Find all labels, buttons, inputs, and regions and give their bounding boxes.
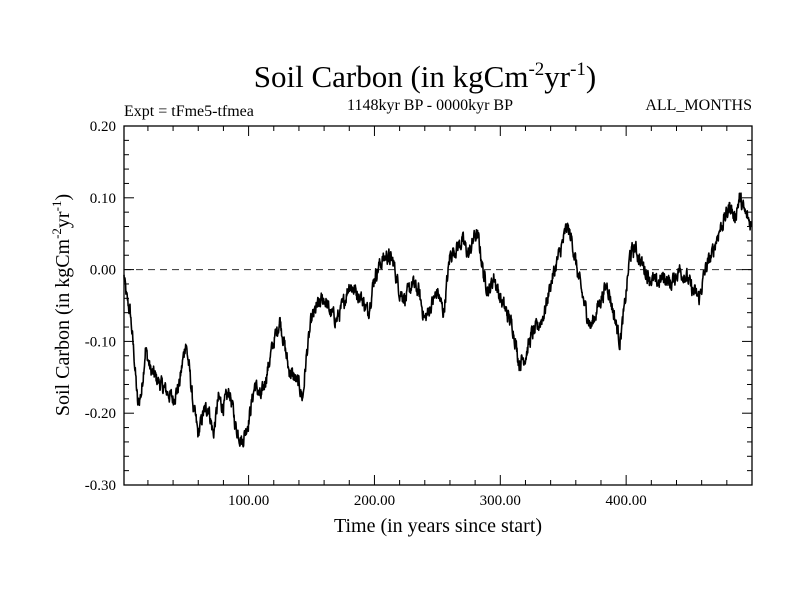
y-tick-label: -0.30 [85,478,116,494]
x-tick-label: 200.00 [354,493,395,509]
chart-title-prefix: Soil Carbon (in kgCm [254,59,529,94]
x-tick-label: 400.00 [606,493,647,509]
y-tick-label: -0.20 [85,406,116,422]
y-label-prefix: Soil Carbon (in kgCm [52,238,74,416]
y-label-suffix: ) [52,194,74,201]
x-axis-ticks: 100.00 200.00 300.00 400.00 [147,126,753,509]
chart-title-suffix: ) [586,59,596,94]
soil-carbon-series-line [123,192,753,448]
y-tick-label: 0.20 [90,119,116,135]
y-label-mid: yr [52,211,74,228]
center-subtitle: 1148kyr BP - 0000kyr BP [347,97,513,114]
x-axis-label: Time (in years since start) [334,515,542,537]
plot-frame [123,125,753,486]
chart-title: Soil Carbon (in kgCm-2yr-1) [254,59,597,94]
chart-title-sup1: -2 [528,59,544,80]
y-tick-label: 0.10 [90,191,116,207]
y-label-sup2: -1 [49,201,64,212]
x-tick-label: 300.00 [480,493,521,509]
y-tick-label: 0.00 [90,263,116,279]
right-subtitle: ALL_MONTHS [645,97,752,114]
y-tick-label: -0.10 [85,334,116,350]
chart-title-sup2: -1 [570,59,586,80]
chart-title-mid: yr [544,59,571,94]
x-tick-label: 100.00 [228,493,269,509]
y-axis-ticks: 0.20 0.10 0.00 -0.10 -0.20 -0.30 [85,119,752,494]
y-label-sup1: -2 [49,228,64,239]
y-axis-label: Soil Carbon (in kgCm-2yr-1) [49,194,74,416]
left-subtitle: Expt = tFme5-tfmea [124,103,254,120]
